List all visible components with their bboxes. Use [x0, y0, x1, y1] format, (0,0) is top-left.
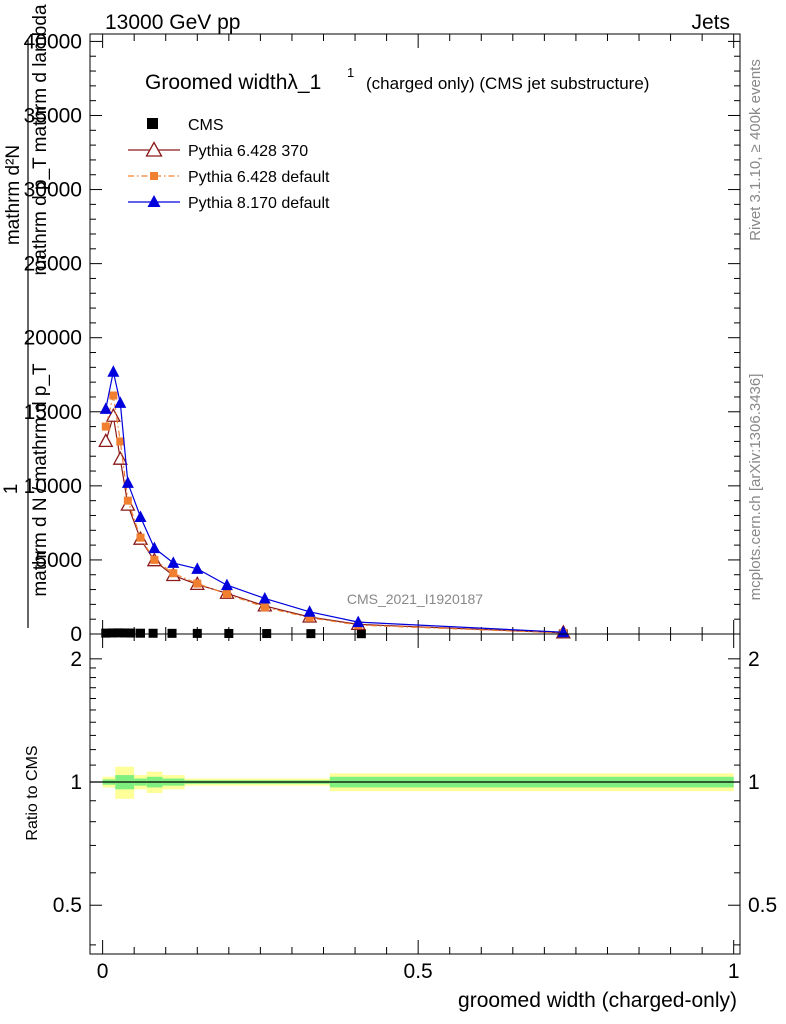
- ratio-y-axis: 0.5 0.5 1 1 2 2: [53, 648, 777, 946]
- legend-label-py6-370: Pythia 6.428 370: [188, 143, 308, 160]
- series-point-pythia-8-170-default: [134, 510, 147, 522]
- cms-data-point: [192, 628, 202, 638]
- series-point-pythia-6-428-370: [98, 433, 114, 448]
- cms-data-point: [120, 628, 130, 638]
- series-point-pythia-8-170-default: [258, 591, 271, 604]
- ratio-y-tick-label: 2: [70, 648, 82, 671]
- cms-data-point: [148, 628, 158, 638]
- ratio-plot-panel: 0.5 0.51 12 2 0 0.5 1 Ratio to CMS groomed wi…: [24, 633, 777, 1012]
- ratio-y-tick-label: 1: [748, 771, 760, 794]
- legend-label-py6-default: Pythia 6.428 default: [188, 169, 330, 186]
- series-point-pythia-6-428-default: [169, 569, 178, 578]
- series-point-pythia-6-428-default: [101, 422, 110, 431]
- series-line-pythia-8-170-default: [105, 371, 564, 633]
- legend-marker-py6-370: [145, 141, 163, 157]
- cms-data-point: [167, 628, 177, 638]
- series-point-pythia-6-428-default: [222, 590, 231, 598]
- x-tick-label: 0: [97, 960, 109, 983]
- series-point-pythia-6-428-default: [193, 579, 202, 588]
- cms-data-point: [113, 628, 123, 638]
- series-line-pythia-6-428-default: [105, 395, 564, 634]
- ratio-y-tick-label: 2: [748, 648, 760, 671]
- chart-title-superscript: 1: [347, 65, 354, 80]
- ratio-y-tick-label: 0.5: [748, 894, 777, 917]
- energy-label: 13000 GeV pp: [105, 11, 240, 34]
- series-point-pythia-8-170-default: [167, 556, 180, 568]
- y-tick-label: 20000: [24, 327, 82, 350]
- series-point-pythia-6-428-default: [109, 391, 118, 400]
- cms-data-point: [107, 628, 117, 638]
- series-line-pythia-6-428-370: [105, 416, 564, 634]
- series-point-pythia-6-428-default: [136, 533, 145, 542]
- series-point-pythia-8-170-default: [220, 578, 233, 591]
- y-tick-label: 10000: [24, 475, 82, 498]
- legend-label-cms: CMS: [188, 117, 224, 134]
- series-point-pythia-8-170-default: [107, 365, 120, 377]
- series-point-pythia-6-428-default: [305, 613, 314, 622]
- series-point-pythia-8-170-default: [114, 396, 127, 408]
- y-tick-label: 0: [70, 623, 82, 646]
- x-axis-label: groomed width (charged-only): [458, 989, 737, 1012]
- main-plot-panel: 0 5000 10000 15000 20000 25000 30000 35000 40000…: [1, 4, 741, 646]
- chart-title-suffix: (charged only) (CMS jet substructure): [366, 74, 649, 93]
- mcplots-label: mcplots.cern.ch [arXiv:1306.3436]: [747, 374, 764, 601]
- legend: CMS Pythia 6.428 370 Pythia 6.428 defaul…: [128, 117, 330, 212]
- cms-data-point: [101, 628, 111, 638]
- series-point-pythia-8-170-default: [352, 615, 365, 628]
- x-tick-label: 0.5: [404, 960, 433, 983]
- y-tick-label: 15000: [24, 401, 82, 424]
- y-tick-label: 25000: [24, 253, 82, 276]
- legend-marker-cms: [147, 118, 158, 129]
- main-y-axis: 0 5000 10000 15000 20000 25000 30000 35000 40000: [24, 30, 740, 646]
- main-y-axis-label: mathrm d²N mathrm d p_T mathrm d lambda …: [1, 4, 51, 628]
- series-point-pythia-6-428-default: [150, 555, 159, 564]
- series-point-pythia-6-428-default: [116, 437, 125, 446]
- series-point-pythia-8-170-default: [303, 605, 316, 617]
- watermark: CMS_2021_I1920187: [347, 591, 483, 607]
- ratio-x-axis: 0 0.5 1: [97, 634, 740, 983]
- process-label: Jets: [691, 11, 730, 34]
- series-layer: [98, 365, 571, 639]
- cms-data-point: [135, 628, 145, 638]
- x-tick-label: 1: [728, 960, 740, 983]
- y-tick-label: 5000: [35, 549, 82, 572]
- ylabel-prefix: 1: [1, 484, 22, 495]
- rivet-label: Rivet 3.1.10, ≥ 400k events: [747, 59, 764, 241]
- cms-data-point: [224, 628, 234, 638]
- ratio-y-tick-label: 0.5: [53, 894, 82, 917]
- ylabel-denominator: mathrm d N / mathrm d p_T: [30, 363, 51, 597]
- ylabel-numerator: mathrm d²N: [3, 145, 24, 245]
- ylabel-numerator-sub: mathrm d p_T mathrm d lambda: [30, 4, 51, 275]
- chart-title: Groomed widthλ_1: [145, 71, 321, 94]
- legend-marker-py6-default: [150, 172, 158, 180]
- series-point-pythia-8-170-default: [148, 541, 161, 554]
- ratio-frame: [89, 633, 741, 955]
- y-tick-label: 35000: [24, 104, 82, 127]
- cms-data-point: [126, 628, 136, 638]
- series-point-pythia-8-170-default: [191, 562, 204, 574]
- series-point-pythia-6-428-default: [260, 603, 269, 612]
- ratio-bands: [102, 766, 734, 799]
- y-tick-label: 40000: [24, 30, 82, 53]
- series-point-pythia-6-428-370: [112, 450, 128, 465]
- series-point-pythia-8-170-default: [99, 402, 112, 414]
- series-point-pythia-8-170-default: [121, 476, 134, 488]
- legend-marker-py8-default: [147, 195, 161, 207]
- ratio-y-axis-label: Ratio to CMS: [24, 745, 41, 840]
- ratio-y-tick-label: 1: [70, 771, 82, 794]
- series-point-pythia-6-428-default: [123, 496, 132, 505]
- legend-label-py8-default: Pythia 8.170 default: [188, 195, 330, 212]
- y-tick-label: 30000: [24, 179, 82, 202]
